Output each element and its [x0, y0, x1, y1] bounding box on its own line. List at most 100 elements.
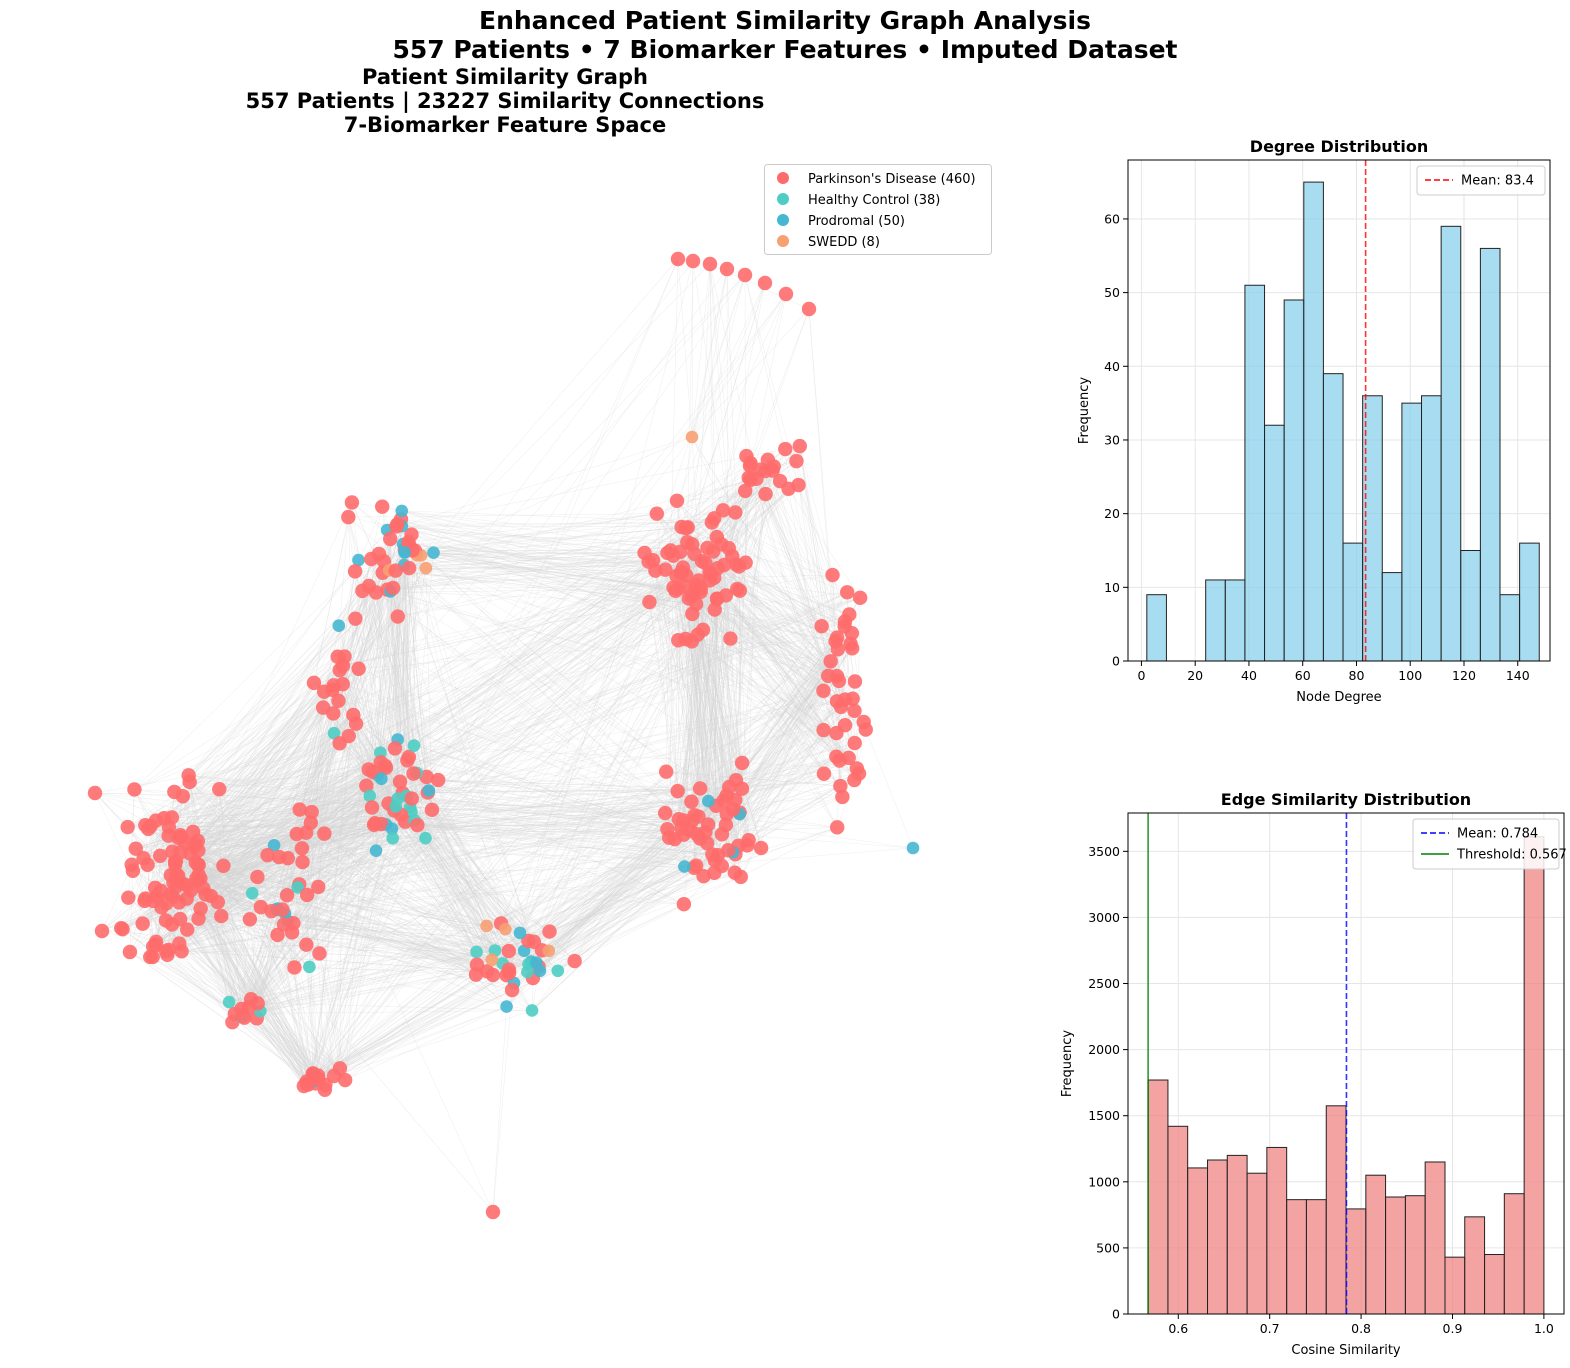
graph-edge	[307, 756, 837, 896]
graph-edge	[324, 833, 494, 976]
graph-edge	[375, 850, 575, 962]
graph-edge	[380, 545, 410, 753]
graph-edge	[785, 448, 833, 576]
legend-marker-prodromal	[777, 214, 789, 226]
graph-edge	[397, 522, 712, 525]
graph-edge	[374, 822, 550, 932]
graph-edge	[407, 274, 746, 761]
graph-edge	[186, 618, 356, 899]
graph-edge	[437, 779, 510, 974]
graph-edge	[674, 629, 704, 840]
graph-edge	[323, 632, 852, 708]
graph-edge	[135, 614, 850, 849]
graph-edge	[668, 613, 693, 838]
graph-edge	[339, 670, 402, 815]
patient-node	[427, 546, 440, 560]
graph-edge	[388, 568, 427, 804]
graph-edge	[248, 796, 843, 1008]
graph-edge	[297, 887, 319, 1076]
histogram-bar	[1325, 1105, 1347, 1315]
graph-edge	[324, 588, 701, 692]
graph-edge	[376, 559, 654, 593]
graph-edge	[523, 638, 686, 951]
graph-edge	[394, 748, 529, 941]
graph-edge	[205, 595, 727, 895]
graph-edge	[168, 592, 848, 951]
graph-edge	[666, 675, 838, 772]
patient-node	[363, 789, 377, 803]
graph-edge	[380, 752, 550, 952]
graph-edge	[294, 561, 649, 968]
patient-node	[847, 674, 863, 689]
patient-node	[738, 483, 753, 499]
graph-edge	[395, 806, 692, 822]
graph-edge	[396, 526, 692, 597]
graph-edge	[678, 588, 730, 788]
graph-edge	[404, 536, 717, 566]
graph-edge	[378, 553, 679, 589]
graph-edge	[476, 931, 550, 953]
histogram-bar	[1401, 402, 1423, 662]
graph-edge	[681, 274, 746, 528]
graph-edge	[788, 488, 843, 797]
patient-node	[167, 784, 182, 800]
graph-edge	[431, 809, 543, 951]
graph-edge	[431, 809, 543, 951]
graph-edge	[127, 713, 334, 828]
graph-edge	[711, 293, 787, 523]
graph-edge	[644, 478, 757, 554]
patient-node	[341, 509, 356, 525]
graph-edge	[242, 951, 477, 1016]
patient-node	[419, 831, 432, 845]
graph-edge	[375, 850, 507, 976]
graph-edge	[150, 854, 713, 958]
graph-edge	[695, 603, 825, 774]
x-tick-label: 0.9	[1443, 1321, 1463, 1336]
graph-edge	[313, 566, 740, 1079]
graph-edge	[376, 550, 671, 593]
graph-edge	[153, 656, 345, 902]
graph-edge	[749, 465, 840, 761]
graph-edge	[387, 527, 686, 590]
patient-node	[719, 261, 735, 277]
graph-edge	[428, 790, 675, 840]
graph-edge	[181, 944, 307, 952]
graph-edge	[198, 743, 340, 866]
graph-edge	[389, 538, 535, 942]
graph-edge	[293, 922, 542, 951]
graph-edge	[306, 832, 502, 924]
graph-edge	[748, 293, 787, 478]
graph-edge	[179, 943, 258, 1004]
graph-edge	[171, 700, 339, 818]
graph-edge	[260, 743, 340, 908]
patient-node	[485, 1204, 501, 1220]
graph-edge	[397, 739, 668, 830]
graph-edge	[344, 656, 403, 794]
histogram-bar	[1146, 594, 1167, 662]
graph-edge	[260, 850, 377, 908]
patient-node	[702, 256, 718, 272]
patient-node	[669, 493, 685, 508]
graph-edge	[722, 510, 831, 662]
suptitle-line-2: 557 Patients • 7 Biomarker Features • Im…	[392, 35, 1178, 64]
graph-nodes	[87, 251, 920, 1220]
graph-edge	[656, 513, 678, 792]
graph-edge	[345, 1006, 507, 1081]
graph-edge	[709, 580, 837, 734]
graph-edge	[409, 552, 434, 808]
graph-edge	[393, 567, 684, 589]
graph-edge	[287, 834, 684, 921]
patient-node	[291, 881, 304, 894]
graph-edge	[685, 638, 837, 757]
graph-edge	[394, 810, 697, 835]
patient-node	[842, 607, 857, 622]
graph-edge	[203, 455, 747, 889]
graph-edge	[195, 616, 399, 863]
graph-edge	[371, 558, 426, 839]
graph-edge	[333, 732, 487, 927]
histogram-bar	[1365, 1174, 1387, 1315]
graph-edge	[161, 689, 333, 908]
graph-edge	[282, 909, 509, 970]
graph-edge	[701, 560, 845, 627]
graph-edge	[217, 901, 346, 1081]
